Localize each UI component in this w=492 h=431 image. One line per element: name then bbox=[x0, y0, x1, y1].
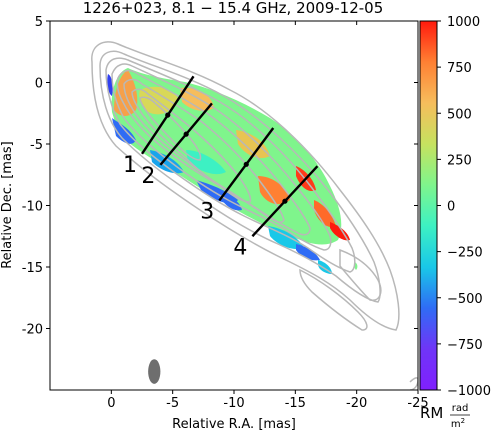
colorbar-unit-numerator: rad bbox=[452, 403, 469, 414]
contour-3 bbox=[105, 57, 356, 273]
rm-patch-blue-edge bbox=[107, 74, 113, 96]
contour-5 bbox=[116, 69, 311, 236]
x-tick-label: -10 bbox=[223, 396, 244, 411]
y-tick-label: 5 bbox=[35, 15, 43, 30]
colorbar-tick-label: 0 bbox=[447, 200, 455, 215]
colorbar-tick-label: −250 bbox=[447, 246, 483, 261]
slice-midpoint bbox=[183, 131, 189, 137]
colorbar-unit-denominator-base: m bbox=[451, 419, 461, 430]
y-tick-label: -5 bbox=[30, 138, 43, 153]
colorbar-tick-label: 500 bbox=[447, 107, 472, 122]
rm-patch-blue-tail bbox=[296, 244, 320, 261]
x-tick-label: -20 bbox=[346, 396, 367, 411]
y-axis-ticks: 5 0 -5 -10 -15 -20 bbox=[22, 15, 418, 338]
slice-midpoint bbox=[243, 161, 249, 167]
y-axis-label: Relative Dec. [mas] bbox=[0, 141, 15, 269]
slice-midpoint bbox=[282, 198, 288, 204]
intensity-contours bbox=[91, 41, 418, 390]
rm-patch-yellow-left bbox=[139, 86, 178, 115]
colorbar bbox=[419, 20, 438, 391]
colorbar-tick-label: 750 bbox=[447, 61, 472, 76]
x-tick-label: 0 bbox=[107, 396, 115, 411]
slice-label: 1 bbox=[123, 153, 137, 178]
colorbar-tick-label: −500 bbox=[447, 292, 483, 307]
beam-ellipse bbox=[148, 359, 161, 384]
rm-patch-orange-right bbox=[258, 176, 290, 205]
colorbar-unit-denominator-exponent: 2 bbox=[461, 417, 465, 425]
rm-patch-orange-tip bbox=[314, 200, 336, 228]
chart-title: 1226+023, 8.1 − 15.4 GHz, 2009-12-05 bbox=[83, 0, 384, 17]
contour-7 bbox=[131, 88, 252, 203]
slice-label: 3 bbox=[200, 200, 214, 225]
slice-midpoint bbox=[165, 112, 171, 118]
colorbar-label: RM bbox=[420, 404, 443, 422]
y-tick-label: -20 bbox=[22, 323, 43, 338]
colorbar-tick-label: 1000 bbox=[447, 15, 480, 30]
slice-label: 4 bbox=[233, 235, 247, 260]
x-tick-label: -25 bbox=[407, 396, 428, 411]
slice-label: 2 bbox=[141, 164, 155, 189]
contour-6 bbox=[123, 78, 285, 223]
x-axis-ticks: 0 -5 -10 -15 -20 -25 bbox=[107, 21, 429, 411]
x-tick-label: -5 bbox=[166, 396, 179, 411]
y-tick-label: 0 bbox=[35, 77, 43, 92]
beam-ellipse-group bbox=[148, 359, 161, 384]
rm-patch-cyan-mid bbox=[186, 150, 226, 175]
x-tick-label: -15 bbox=[285, 396, 306, 411]
contour-corner bbox=[409, 377, 418, 390]
x-axis-label: Relative R.A. [mas] bbox=[172, 417, 296, 431]
colorbar-tick-label: 250 bbox=[447, 153, 472, 168]
colorbar-unit-denominator: m2 bbox=[451, 417, 465, 430]
contour-tail-2 bbox=[299, 268, 368, 331]
rm-patch-blue-mid bbox=[150, 150, 184, 174]
contour-inner bbox=[139, 96, 202, 161]
colorbar-ticks: 1000 750 500 250 0 −250 −500 −750 −1000 bbox=[437, 15, 491, 399]
rm-patch-yellow-right bbox=[236, 130, 270, 159]
contour-tail-1 bbox=[339, 248, 382, 301]
contour-outer bbox=[91, 41, 400, 331]
contour-2 bbox=[99, 50, 381, 303]
colorbar-tick-label: −750 bbox=[447, 338, 483, 353]
slice-lines: 1 2 34 bbox=[123, 75, 319, 260]
rm-patch-blue-left bbox=[112, 118, 136, 144]
y-tick-label: -10 bbox=[22, 200, 43, 215]
contour-4 bbox=[111, 63, 332, 251]
colorbar-tick-label: −1000 bbox=[447, 384, 491, 399]
y-tick-label: -15 bbox=[22, 261, 43, 276]
